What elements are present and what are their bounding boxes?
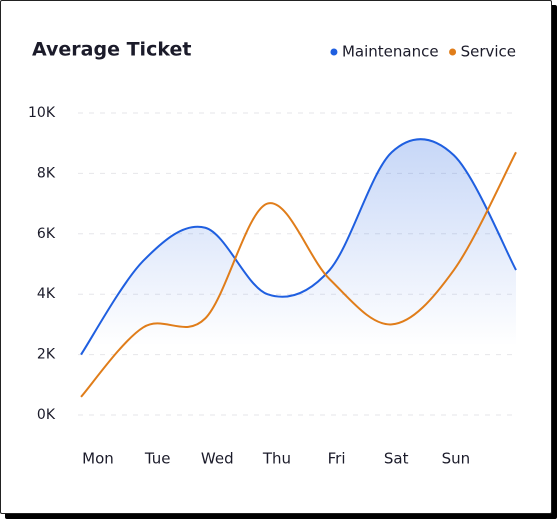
- line: [80, 138, 517, 356]
- line: [80, 151, 517, 398]
- chart-title: Average Ticket: [32, 39, 191, 61]
- y-tick-label: 8K: [37, 165, 56, 181]
- legend-label: Maintenance: [342, 43, 439, 61]
- legend-swatch: [330, 48, 338, 56]
- y-tick-label: 6K: [37, 226, 56, 242]
- y-tick-label: 10K: [28, 105, 56, 121]
- y-tick-label: 2K: [37, 347, 56, 363]
- area: [81, 139, 516, 415]
- legend-label: Service: [461, 43, 516, 61]
- legend-swatch: [449, 48, 457, 56]
- x-tick-label: Wed: [201, 450, 234, 468]
- x-tick-label: Tue: [144, 450, 171, 468]
- y-tick-label: 4K: [37, 286, 56, 302]
- y-tick-label: 0K: [37, 407, 56, 423]
- x-tick-label: Thu: [262, 450, 291, 468]
- x-tick-label: Sat: [384, 450, 409, 468]
- x-tick-label: Sun: [442, 450, 471, 468]
- x-tick-label: Fri: [328, 450, 346, 468]
- x-tick-label: Mon: [82, 450, 114, 468]
